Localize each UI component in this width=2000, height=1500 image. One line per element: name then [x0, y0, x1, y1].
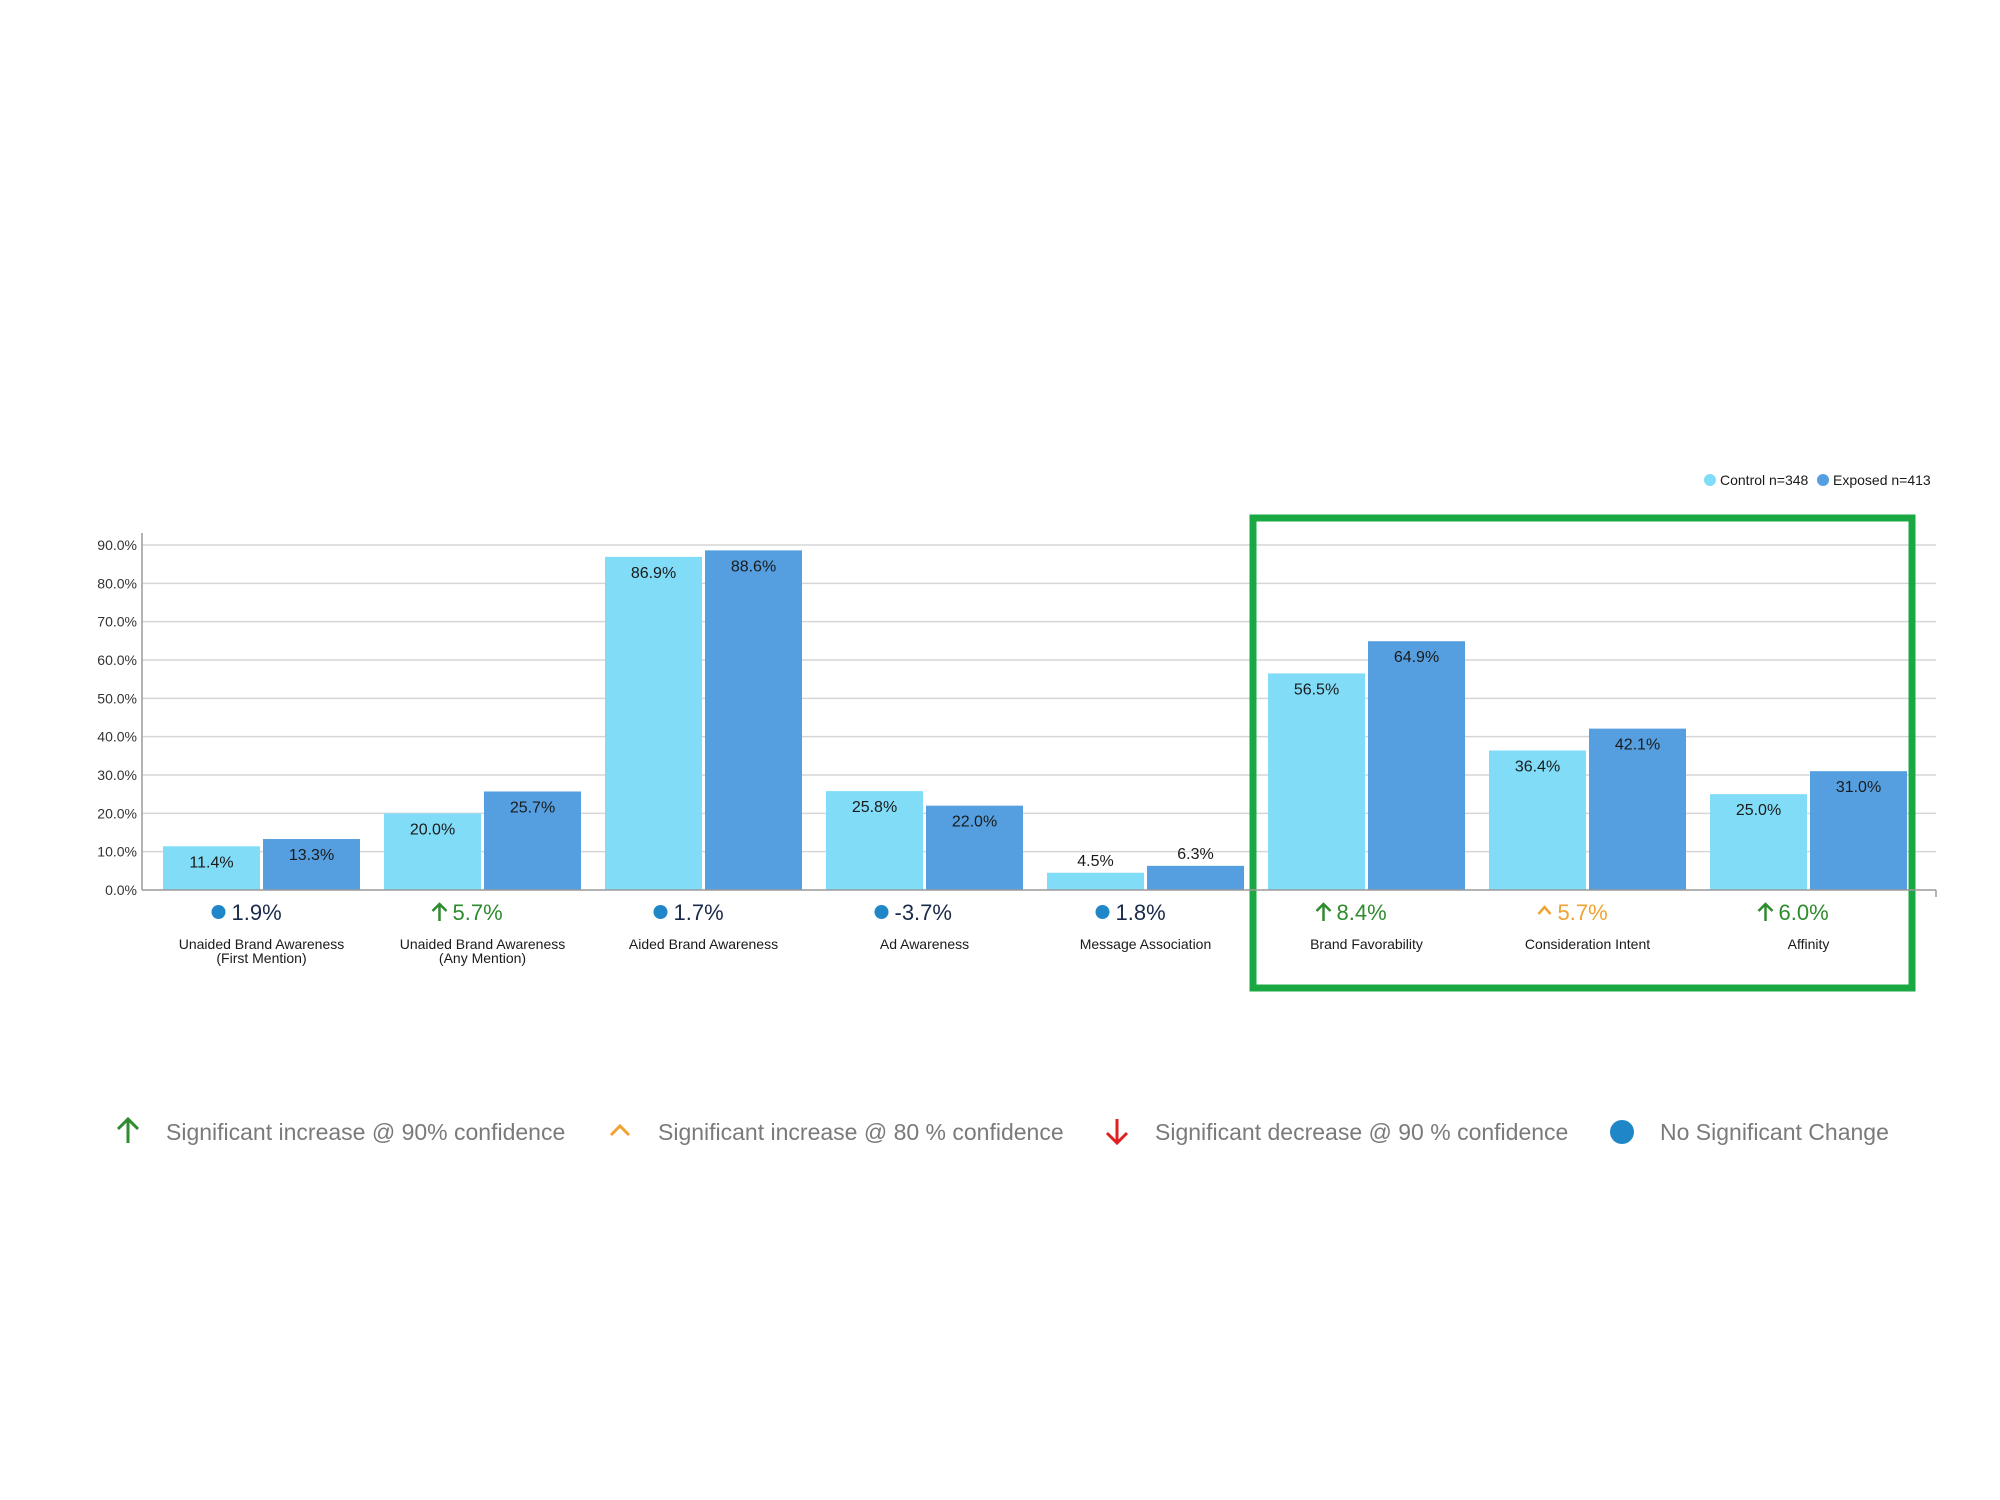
- highlight-box: [1249, 514, 1916, 992]
- lift-value: 1.7%: [674, 900, 724, 925]
- bar-value-label: 56.5%: [1294, 681, 1339, 698]
- bar-value-label: 31.0%: [1836, 779, 1881, 796]
- legend-label: Control n=348: [1720, 472, 1809, 488]
- bar: [384, 813, 481, 890]
- y-tick-label: 20.0%: [97, 805, 137, 821]
- y-tick-label: 60.0%: [97, 652, 137, 668]
- bar-value-label: 25.7%: [510, 799, 555, 816]
- bar-value-label: 6.3%: [1177, 846, 1213, 863]
- axes: 0.0% 10.0% 20.0% 30.0% 40.0% 50.0% 60.0% 70.0% 8…: [97, 533, 1937, 898]
- lift-value: 5.7%: [1558, 900, 1608, 925]
- arrow-up-icon: [116, 1116, 140, 1143]
- bar-value-label: 36.4%: [1515, 758, 1560, 775]
- lift-value: -3.7%: [895, 900, 952, 925]
- category-label: Consideration Intent: [1525, 936, 1650, 952]
- bar: [1047, 872, 1144, 890]
- significance-key-label: Significant increase @ 80 % confidence: [658, 1119, 1064, 1145]
- bars: [163, 550, 1907, 890]
- labels: 11.4% 13.3%1.9%Unaided Brand Awareness(Fi…: [179, 558, 1881, 966]
- bar-value-label: 25.8%: [852, 799, 897, 816]
- bar-value-label: 4.5%: [1077, 853, 1113, 870]
- dot-icon: [874, 905, 889, 919]
- arrow-down-icon: [1105, 1119, 1129, 1146]
- category-label: (First Mention): [216, 950, 306, 966]
- y-tick-label: 70.0%: [97, 614, 137, 630]
- bar: [1147, 865, 1244, 890]
- bar-value-label: 88.6%: [731, 558, 776, 575]
- lift-value: 1.9%: [232, 900, 282, 925]
- chevron-up-icon: [1537, 905, 1552, 915]
- significance-key-label: Significant increase @ 90% confidence: [166, 1119, 565, 1145]
- lift-value: 1.8%: [1116, 900, 1166, 925]
- dot-icon: [1610, 1120, 1634, 1144]
- significance-key: Significant increase @ 90% confidence Sig…: [116, 1116, 1889, 1146]
- bar: [484, 791, 581, 890]
- bar: [1810, 771, 1907, 890]
- bar: [1710, 794, 1807, 890]
- bar: [1368, 641, 1465, 890]
- category-label: Unaided Brand Awareness: [400, 936, 566, 952]
- highlight-box-layer: [1249, 514, 1916, 992]
- bar: [1489, 750, 1586, 890]
- y-tick-label: 80.0%: [97, 575, 137, 591]
- bar-value-label: 64.9%: [1394, 649, 1439, 666]
- category-label: Brand Favorability: [1310, 936, 1423, 952]
- bar: [926, 805, 1023, 890]
- bar: [605, 556, 702, 890]
- arrow-up-icon: [1315, 902, 1332, 921]
- legend-label: Exposed n=413: [1833, 472, 1931, 488]
- bar-value-label: 13.3%: [289, 847, 334, 864]
- arrow-up-icon: [1757, 902, 1774, 921]
- legend-swatch: [1817, 474, 1829, 486]
- chevron-up-icon: [609, 1123, 631, 1137]
- bar-value-label: 11.4%: [189, 854, 233, 871]
- bar-value-label: 22.0%: [952, 814, 997, 831]
- lift-value: 6.0%: [1779, 900, 1829, 925]
- bar: [263, 839, 360, 890]
- arrow-up-icon: [431, 902, 448, 921]
- y-tick-label: 50.0%: [97, 690, 137, 706]
- bar-value-label: 25.0%: [1736, 802, 1781, 819]
- y-tick-label: 0.0%: [105, 882, 137, 898]
- bar: [1589, 728, 1686, 890]
- y-tick-label: 10.0%: [97, 844, 137, 860]
- category-label: Affinity: [1788, 936, 1830, 952]
- category-label: Ad Awareness: [880, 936, 969, 952]
- dot-icon: [211, 905, 226, 919]
- dot-icon: [653, 905, 668, 919]
- category-label: (Any Mention): [439, 950, 526, 966]
- bar: [826, 791, 923, 890]
- category-label: Unaided Brand Awareness: [179, 936, 345, 952]
- category-label: Aided Brand Awareness: [629, 936, 778, 952]
- significance-key-label: No Significant Change: [1660, 1119, 1889, 1145]
- bar-value-label: 20.0%: [410, 821, 455, 838]
- y-tick-label: 90.0%: [97, 537, 137, 553]
- bar: [1268, 673, 1365, 890]
- bar: [163, 846, 260, 890]
- bar-value-label: 86.9%: [631, 565, 676, 582]
- lift-value: 8.4%: [1337, 900, 1387, 925]
- lift-value: 5.7%: [453, 900, 503, 925]
- legend: Control n=348 Exposed n=413: [1704, 472, 1931, 488]
- dot-icon: [1095, 905, 1110, 919]
- legend-swatch: [1704, 474, 1716, 486]
- bar-value-label: 42.1%: [1615, 737, 1660, 754]
- y-tick-label: 40.0%: [97, 729, 137, 745]
- y-tick-label: 30.0%: [97, 767, 137, 783]
- category-label: Message Association: [1080, 936, 1212, 952]
- significance-key-label: Significant decrease @ 90 % confidence: [1155, 1119, 1568, 1145]
- bar: [705, 550, 802, 890]
